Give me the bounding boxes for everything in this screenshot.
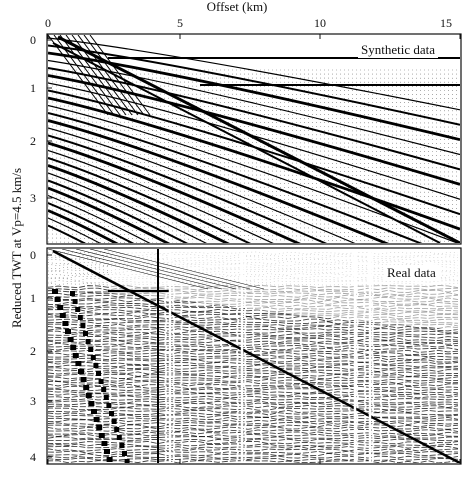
y-axis-title: Reduced TWT at Vp=4.5 km/s xyxy=(9,153,25,343)
real-steep-wave xyxy=(70,291,75,296)
x-tick-15: 15 xyxy=(440,16,452,30)
bottom-y-tick-3: 3 xyxy=(30,394,36,408)
real-steep-wave xyxy=(78,369,84,374)
x-tick-10: 10 xyxy=(314,16,326,30)
real-steep-wave xyxy=(57,305,63,310)
real-steep-wave xyxy=(91,355,96,360)
real-steep-wave xyxy=(122,451,127,456)
real-steep-wave xyxy=(60,313,66,318)
real-steep-wave xyxy=(88,401,94,406)
real-steep-wave xyxy=(107,457,113,462)
real-steep-wave xyxy=(88,347,93,352)
real-steep-wave xyxy=(73,353,79,358)
real-steep-wave xyxy=(62,321,68,326)
real-steep-wave xyxy=(75,361,81,366)
real-steep-wave xyxy=(83,385,89,390)
bottom-y-tick-2: 2 xyxy=(30,344,36,358)
top-y-tick-2: 2 xyxy=(30,134,36,148)
real-steep-wave xyxy=(83,331,88,336)
real-steep-wave xyxy=(119,443,124,448)
bottom-y-tick-4: 4 xyxy=(30,450,36,464)
bottom-y-tick-1: 1 xyxy=(30,291,36,305)
real-steep-wave xyxy=(52,289,58,294)
real-steep-wave xyxy=(96,371,101,376)
real-steep-wave xyxy=(55,297,61,302)
real-steep-wave xyxy=(101,387,106,392)
top-y-tick-3: 3 xyxy=(30,191,36,205)
real-steep-wave xyxy=(86,393,92,398)
real-steep-wave xyxy=(96,425,102,430)
real-steep-wave xyxy=(99,433,105,438)
real-steep-wave xyxy=(91,409,97,414)
real-steep-wave xyxy=(70,345,76,350)
real-steep-wave xyxy=(101,441,107,446)
real-steep-wave xyxy=(81,377,87,382)
real-steep-wave xyxy=(112,419,117,424)
bottom-y-tick-0: 0 xyxy=(30,248,36,262)
real-steep-wave xyxy=(109,411,114,416)
x-tick-5: 5 xyxy=(177,16,183,30)
top-y-tick-0: 0 xyxy=(30,33,36,47)
real-steep-wave xyxy=(99,379,104,384)
real-steep-wave xyxy=(104,395,109,400)
real-steep-wave xyxy=(93,363,98,368)
real-steep-wave xyxy=(68,337,74,342)
real-steep-wave xyxy=(78,315,83,320)
real-steep-wave xyxy=(86,339,91,344)
real-steep-wave xyxy=(117,435,122,440)
real-steep-wave xyxy=(94,417,100,422)
real-steep-wave xyxy=(114,427,119,432)
real-steep-wave xyxy=(106,403,111,408)
real-steep-wave xyxy=(104,449,110,454)
top-y-tick-1: 1 xyxy=(30,81,36,95)
real-steep-wave xyxy=(73,299,78,304)
x-tick-0: 0 xyxy=(45,16,51,30)
real-steep-wave xyxy=(80,323,85,328)
synthetic-data-label: Synthetic data xyxy=(358,42,438,58)
real-steep-wave xyxy=(65,329,71,334)
real-steep-wave xyxy=(75,307,80,312)
real-data-label: Real data xyxy=(384,265,439,281)
x-axis-title: Offset (km) xyxy=(0,0,474,14)
